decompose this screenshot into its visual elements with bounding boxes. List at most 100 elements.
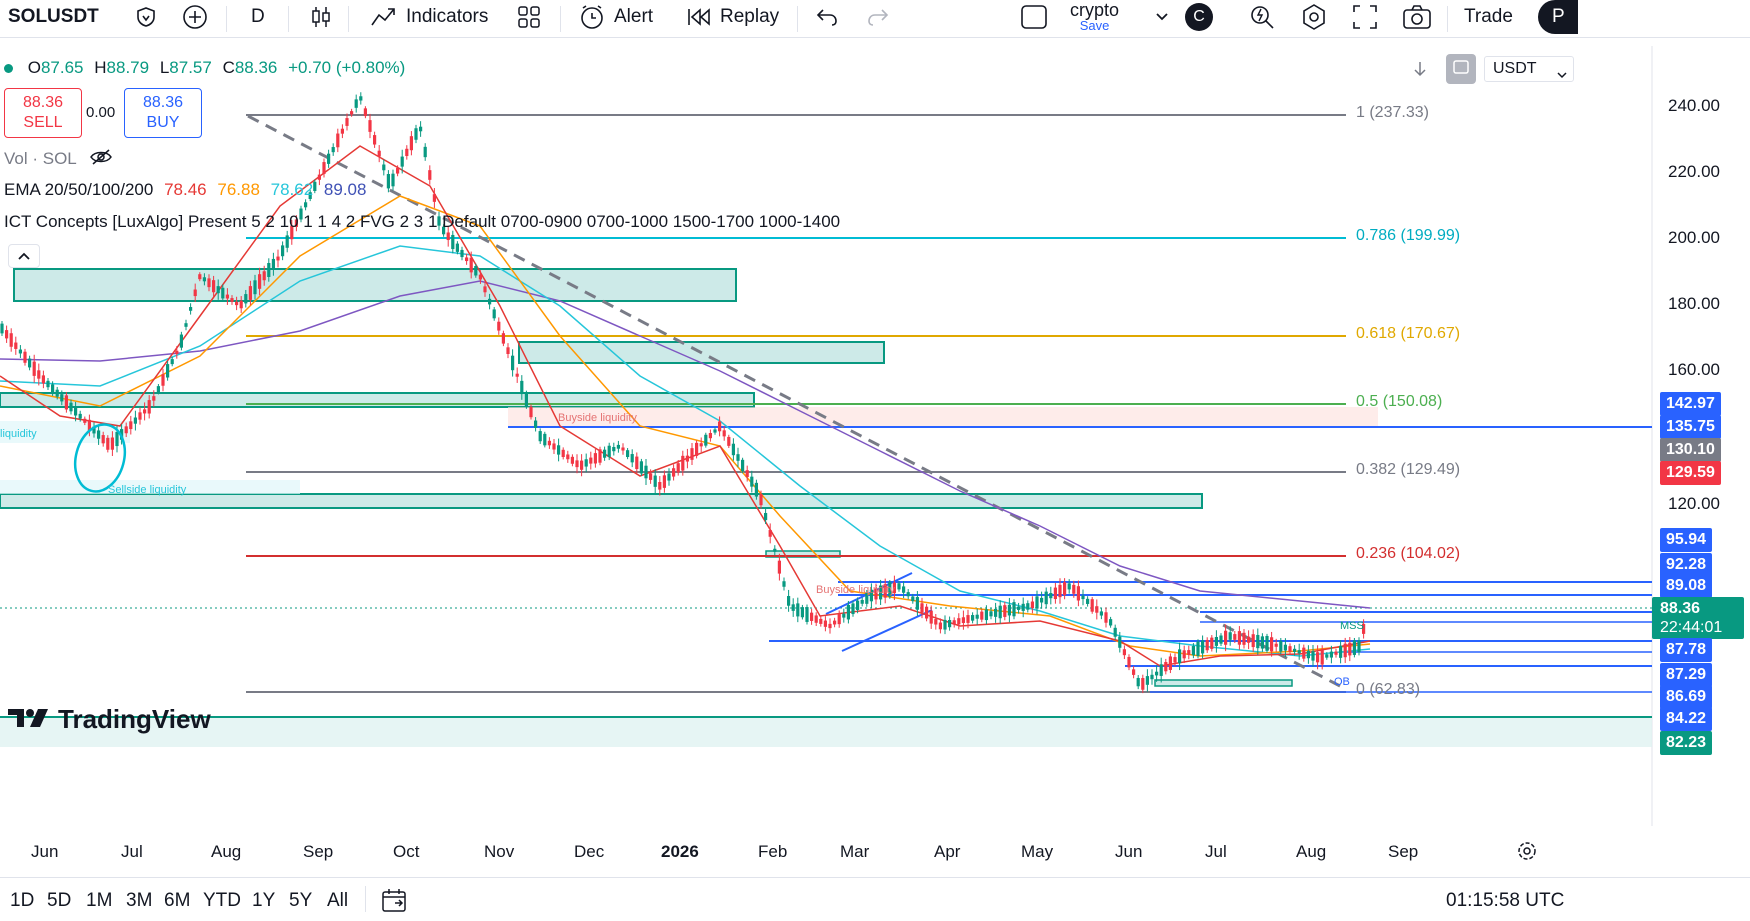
price-tick-240: 240.00 (1668, 96, 1720, 115)
range-button-6m[interactable]: 6M (164, 890, 191, 911)
publish-button[interactable]: P (1538, 0, 1578, 34)
price-tag: 86.69 (1660, 685, 1713, 709)
replay-button[interactable]: Replay (686, 0, 779, 34)
price-tag: 129.59 (1660, 461, 1721, 485)
price-tag: 87.29 (1660, 663, 1713, 687)
ict-legend[interactable]: ICT Concepts [LuxAlgo] Present 5 2 10 1 … (4, 212, 840, 232)
range-button-5d[interactable]: 5D (47, 890, 72, 911)
layout-save-button[interactable]: crypto Save (1070, 0, 1119, 34)
candle-body (0, 323, 4, 334)
candle-body (391, 173, 395, 187)
candle-body (271, 258, 275, 270)
candle-body (446, 232, 450, 241)
candle-body (253, 280, 257, 295)
arrow-down-icon[interactable] (1412, 60, 1428, 83)
candle-body (538, 431, 542, 442)
eye-off-icon[interactable] (89, 148, 113, 171)
goto-date-button[interactable] (381, 887, 407, 918)
templates-button[interactable] (517, 0, 541, 34)
range-button-1m[interactable]: 1M (86, 890, 113, 911)
price-scale[interactable]: USDT (1414, 46, 1750, 826)
candle-body (589, 457, 593, 464)
candle-body (1012, 602, 1016, 617)
volume-legend[interactable]: Vol · SOL (4, 148, 113, 171)
candle-body (1306, 650, 1310, 659)
snapshot-button[interactable] (1402, 0, 1432, 34)
auto-scale-button[interactable] (1446, 54, 1476, 84)
candle-body (1072, 584, 1076, 594)
candle-body (1030, 601, 1034, 609)
candle-body (1122, 649, 1126, 656)
fib-label-05: 0.5 (150.08) (1356, 393, 1443, 410)
redo-button[interactable] (866, 0, 890, 34)
candle-body (561, 449, 565, 458)
indicators-button[interactable]: Indicators (370, 0, 488, 34)
candle-body (60, 394, 64, 402)
collapse-legend-button[interactable] (8, 244, 40, 268)
layout-menu-button[interactable] (1155, 0, 1169, 34)
candle-body (428, 170, 432, 180)
currency-selector[interactable]: USDT (1484, 56, 1574, 82)
alert-button[interactable]: Alert (578, 0, 653, 34)
utc-clock[interactable]: 01:15:58 UTC (1446, 890, 1565, 911)
symbol-search[interactable]: SOLUSDT (8, 0, 99, 34)
settings-button[interactable] (1300, 0, 1328, 34)
candle-body (1265, 635, 1269, 651)
trade-button[interactable]: Trade (1464, 0, 1513, 34)
user-avatar[interactable]: C (1185, 0, 1213, 34)
compare-button[interactable] (182, 0, 208, 34)
candle-body (207, 278, 211, 288)
chart-pane[interactable]: 1 (237.33) 0.786 (199.99) 0.618 (170.67)… (0, 46, 1750, 869)
candle-body (524, 392, 528, 407)
grid-icon (517, 5, 541, 29)
candle-body (1362, 623, 1366, 634)
layout-selector-button[interactable] (1020, 0, 1048, 34)
candle-body (189, 307, 193, 311)
candle-body (888, 582, 892, 597)
candle-body (152, 396, 156, 401)
high-value: 88.79 (106, 58, 150, 77)
buy-label: BUY (146, 114, 180, 131)
candle-body (37, 370, 41, 379)
chart-type-button[interactable] (310, 0, 332, 34)
sell-button[interactable]: 88.36 SELL (4, 88, 82, 138)
add-favorite-button[interactable] (134, 0, 158, 34)
candle-body (1343, 643, 1347, 658)
candle-body (929, 610, 933, 624)
price-chart-canvas[interactable] (0, 46, 1750, 869)
time-tick: Aug (1296, 842, 1327, 861)
gear-icon (1300, 3, 1328, 31)
candle-body (373, 135, 377, 145)
calendar-icon (381, 889, 407, 917)
range-button-1y[interactable]: 1Y (252, 890, 276, 911)
quick-search-button[interactable] (1248, 0, 1276, 34)
range-button-all[interactable]: All (327, 890, 349, 911)
candle-body (1283, 644, 1287, 651)
fullscreen-button[interactable] (1352, 0, 1378, 34)
range-button-3m[interactable]: 3M (126, 890, 153, 911)
undo-button[interactable] (815, 0, 839, 34)
buy-button[interactable]: 88.36 BUY (124, 88, 202, 138)
time-tick: Feb (758, 842, 788, 861)
settings-gear-icon[interactable] (1516, 840, 1538, 867)
ob-label: OB (1334, 676, 1350, 688)
candle-body (331, 147, 335, 153)
fib-label-0618: 0.618 (170.67) (1356, 325, 1461, 342)
candle-body (161, 374, 165, 386)
candle-body (129, 421, 133, 430)
interval-button[interactable]: D (251, 0, 265, 34)
candle-body (1007, 604, 1011, 616)
candle-body (1173, 657, 1177, 663)
candle-body (1224, 630, 1228, 645)
range-button-5y[interactable]: 5Y (289, 890, 313, 911)
range-button-1d[interactable]: 1D (10, 890, 35, 911)
price-tag: 95.94 (1660, 528, 1713, 552)
ema-legend[interactable]: EMA 20/50/100/200 78.46 76.88 78.62 89.0… (4, 180, 366, 200)
price-tick-120: 120.00 (1668, 494, 1720, 513)
currency-label: USDT (1493, 60, 1537, 77)
candle-body (810, 612, 814, 621)
candle-body (1339, 645, 1343, 658)
candle-body (580, 460, 584, 470)
range-button-ytd[interactable]: YTD (203, 890, 241, 911)
candle-body (819, 618, 823, 624)
